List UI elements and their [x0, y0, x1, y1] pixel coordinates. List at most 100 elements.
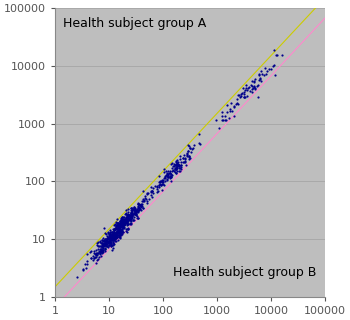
Point — [121, 222, 127, 227]
Point — [242, 94, 248, 100]
Point — [225, 109, 230, 114]
Point — [134, 208, 140, 213]
Point — [256, 71, 261, 76]
Point — [142, 194, 148, 199]
Point — [172, 169, 177, 174]
Point — [111, 227, 117, 232]
Point — [100, 244, 106, 249]
Point — [241, 86, 246, 91]
Point — [113, 233, 118, 238]
Point — [139, 199, 145, 204]
Point — [164, 177, 170, 182]
Point — [100, 236, 106, 241]
Point — [119, 229, 125, 235]
Point — [106, 234, 112, 239]
Point — [114, 229, 120, 234]
Point — [117, 221, 123, 226]
Point — [99, 249, 105, 254]
Point — [222, 118, 228, 123]
Point — [118, 229, 123, 235]
Point — [125, 216, 130, 221]
Point — [186, 155, 191, 160]
Point — [125, 207, 131, 212]
Point — [105, 244, 110, 249]
Point — [186, 153, 191, 158]
Point — [111, 239, 116, 244]
Point — [128, 214, 134, 220]
Point — [124, 212, 129, 217]
Point — [107, 241, 113, 246]
Point — [175, 162, 180, 167]
Point — [118, 223, 124, 228]
Point — [103, 246, 108, 251]
Point — [87, 250, 92, 255]
Point — [144, 200, 150, 205]
Point — [165, 172, 170, 177]
Point — [121, 222, 127, 227]
Point — [158, 179, 163, 184]
Point — [130, 217, 136, 222]
Point — [114, 226, 120, 231]
Point — [103, 242, 109, 247]
Point — [270, 63, 276, 68]
Point — [116, 230, 121, 236]
Point — [95, 240, 101, 245]
Point — [119, 221, 125, 226]
Point — [140, 196, 146, 201]
Point — [124, 219, 129, 224]
Point — [126, 221, 131, 227]
Point — [90, 258, 96, 263]
Point — [118, 221, 124, 226]
Point — [126, 217, 132, 222]
Point — [127, 220, 132, 226]
Point — [124, 219, 129, 224]
Point — [119, 218, 125, 223]
Point — [129, 215, 134, 220]
Point — [154, 187, 160, 192]
Point — [114, 216, 120, 221]
Point — [117, 218, 122, 223]
Point — [96, 254, 102, 260]
Point — [105, 234, 111, 239]
Point — [130, 212, 135, 217]
Point — [119, 221, 125, 227]
Point — [120, 218, 126, 223]
Point — [113, 232, 118, 237]
Point — [95, 251, 101, 256]
Point — [110, 237, 116, 243]
Point — [106, 231, 112, 236]
Point — [110, 230, 115, 235]
Point — [158, 178, 164, 183]
Point — [174, 171, 179, 176]
Point — [114, 233, 119, 238]
Point — [119, 227, 125, 232]
Point — [107, 240, 113, 245]
Point — [91, 255, 97, 260]
Point — [162, 178, 167, 183]
Point — [223, 117, 229, 123]
Point — [272, 72, 278, 77]
Point — [119, 225, 125, 230]
Point — [109, 248, 115, 253]
Point — [167, 173, 173, 179]
Point — [112, 233, 117, 238]
Point — [120, 222, 126, 227]
Point — [159, 182, 164, 188]
Point — [97, 249, 103, 254]
Point — [159, 188, 165, 193]
Point — [134, 213, 139, 219]
Point — [114, 227, 119, 232]
Point — [114, 231, 120, 236]
Point — [138, 201, 144, 206]
Point — [168, 178, 174, 183]
Point — [160, 180, 166, 185]
Point — [137, 203, 143, 208]
Point — [238, 93, 244, 98]
Point — [108, 244, 114, 249]
Point — [116, 222, 122, 228]
Point — [178, 164, 184, 170]
Point — [130, 206, 135, 212]
Point — [114, 220, 120, 226]
Point — [177, 153, 183, 158]
Point — [115, 232, 120, 237]
